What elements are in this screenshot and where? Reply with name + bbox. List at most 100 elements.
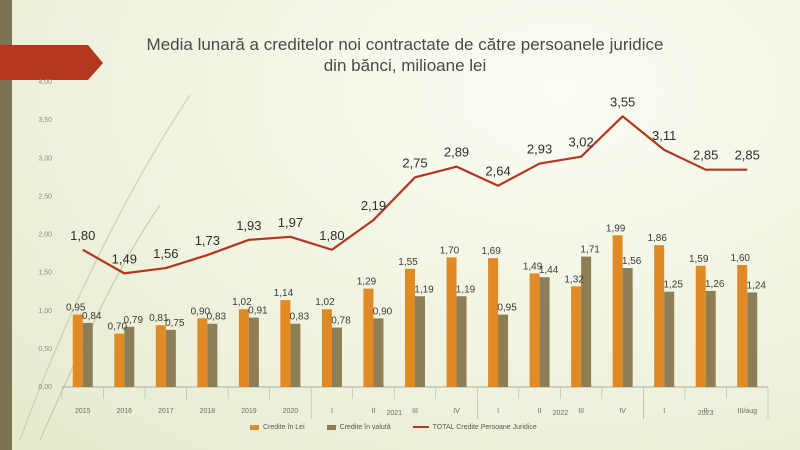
x-tick-label: 2020: [283, 408, 299, 415]
data-label-valuta: 0,78: [331, 316, 351, 327]
group-label: 2021: [386, 410, 402, 417]
legend-swatch-total: [412, 426, 429, 428]
bar-valuta: [456, 296, 467, 387]
group-label: 2022: [553, 410, 569, 417]
data-label-lei: 1,49: [523, 261, 543, 272]
data-label-valuta: 1,24: [747, 280, 767, 291]
data-label-total: 1,80: [70, 228, 95, 243]
legend: Credite în Lei Credite în valută TOTAL C…: [250, 420, 610, 434]
bar-valuta: [248, 317, 259, 387]
data-label-total: 2,19: [361, 198, 386, 213]
bar-valuta: [622, 268, 633, 387]
data-label-total: 2,75: [402, 155, 427, 170]
decorative-curve: [19, 94, 191, 441]
y-tick-label: 1,50: [38, 270, 52, 277]
data-label-lei: 1,99: [606, 223, 626, 234]
data-label-lei: 1,02: [315, 297, 335, 308]
title-banner: [0, 45, 103, 80]
chart-title-line1: Media lunară a creditelor noi contractat…: [146, 35, 664, 54]
data-label-total: 2,85: [735, 148, 760, 163]
bar-valuta: [290, 323, 301, 387]
y-tick-label: 2,50: [38, 193, 52, 200]
bar-valuta: [331, 327, 342, 387]
data-label-lei: 0,90: [191, 306, 211, 317]
bar-lei: [405, 268, 415, 387]
data-label-valuta: 0,91: [248, 306, 268, 317]
y-tick-label: 3,00: [38, 155, 52, 162]
data-label-valuta: 1,44: [539, 265, 559, 276]
bar-valuta: [373, 318, 384, 387]
line-total: [82, 115, 748, 275]
bar-valuta: [747, 292, 758, 387]
x-tick-label: II: [538, 408, 542, 415]
y-tick-label: 1,00: [38, 308, 52, 315]
x-tick-label: 2015: [75, 408, 91, 415]
bar-lei: [737, 265, 748, 387]
data-label-valuta: 0,84: [82, 311, 102, 322]
y-tick-label: 2,00: [38, 232, 52, 239]
bar-lei: [529, 273, 540, 387]
decorative-left-bar: [0, 0, 12, 450]
legend-label-lei: Credite în Lei: [263, 423, 305, 431]
data-label-lei: 1,86: [647, 233, 667, 244]
y-tick-label: 3,50: [38, 117, 52, 124]
legend-label-total: TOTAL Credite Persoane Juridice: [432, 423, 537, 431]
data-label-valuta: 0,75: [165, 318, 185, 329]
bar-valuta: [539, 277, 550, 387]
data-label-valuta: 0,79: [124, 315, 144, 326]
x-tick-label: 2017: [158, 408, 174, 415]
bar-valuta: [664, 291, 675, 387]
data-label-valuta: 1,56: [622, 256, 642, 267]
data-label-lei: 0,70: [108, 322, 128, 333]
bar-valuta: [498, 314, 509, 387]
data-label-lei: 1,02: [232, 297, 252, 308]
decorative-curve-2: [39, 204, 161, 441]
bar-valuta: [415, 296, 425, 387]
data-label-total: 2,64: [485, 164, 510, 179]
chart-title-line2: din bănci, milioane lei: [323, 56, 487, 75]
x-tick-label: III/aug: [738, 408, 758, 415]
data-label-valuta: 0,83: [207, 312, 227, 323]
bar-lei: [280, 300, 291, 387]
data-label-total: 3,11: [652, 128, 676, 143]
legend-item-total: TOTAL Credite Persoane Juridice: [412, 423, 537, 431]
data-label-lei: 1,69: [481, 246, 501, 257]
data-label-total: 3,55: [610, 94, 635, 109]
bar-valuta: [705, 290, 716, 387]
x-tick-label: III: [578, 408, 584, 415]
data-label-total: 1,80: [319, 228, 344, 243]
data-label-total: 2,85: [693, 148, 718, 163]
bar-lei: [446, 257, 457, 387]
data-label-valuta: 1,19: [414, 284, 434, 295]
data-label-total: 1,93: [236, 218, 261, 233]
chart-title: Media lunară a creditelor noi contractat…: [90, 34, 720, 76]
data-label-lei: 1,70: [440, 245, 460, 256]
legend-label-valuta: Credite în valută: [339, 423, 391, 431]
x-tick-label: II: [704, 408, 708, 415]
data-label-total: 1,49: [112, 251, 137, 266]
bar-lei: [695, 265, 706, 387]
x-tick-label: IV: [453, 408, 460, 415]
data-label-lei: 1,32: [564, 274, 584, 285]
data-label-total: 1,73: [195, 233, 220, 248]
data-label-valuta: 1,71: [580, 245, 600, 256]
data-label-valuta: 0,95: [497, 303, 517, 314]
data-label-valuta: 1,26: [705, 279, 725, 290]
data-label-valuta: 0,83: [290, 312, 310, 323]
bar-lei: [488, 258, 499, 387]
x-tick-label: I: [331, 408, 333, 415]
legend-item-lei: Credite în Lei: [250, 424, 305, 431]
bar-lei: [197, 318, 208, 387]
x-tick-label: I: [663, 408, 665, 415]
bar-lei: [238, 309, 249, 387]
group-label: 2023: [698, 410, 714, 417]
data-label-lei: 1,60: [731, 253, 751, 264]
bar-lei: [114, 333, 125, 387]
legend-swatch-valuta: [326, 424, 336, 430]
data-label-valuta: 1,25: [663, 280, 683, 291]
bar-valuta: [124, 326, 135, 387]
bar-valuta: [581, 256, 592, 387]
x-tick-label: 2019: [241, 408, 257, 415]
legend-item-valuta: Credite în valută: [326, 423, 391, 431]
